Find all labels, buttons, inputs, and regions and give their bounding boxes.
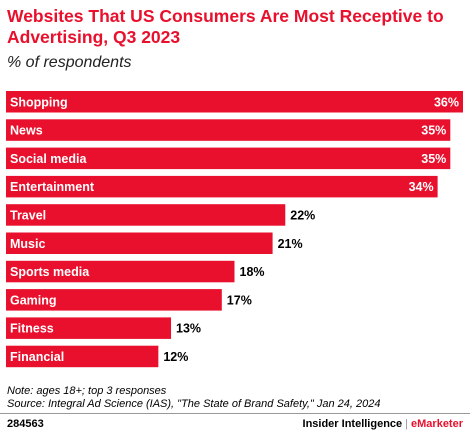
value-label: 13% <box>176 322 201 336</box>
bar-news <box>6 119 451 141</box>
bar-chart: Shopping 36% News 35% Social media 35% Enterta… <box>6 91 463 368</box>
bar-social-media <box>6 147 451 170</box>
brand: Insider Intelligence | eMarketer <box>303 414 463 434</box>
category-label: News <box>10 124 43 138</box>
note-text: Note: ages 18+; top 3 responses <box>7 385 167 397</box>
category-label: Music <box>10 237 45 251</box>
footer: 284563 Insider Intelligence | eMarketer <box>0 413 470 434</box>
chart-notes: Note: ages 18+; top 3 responses Source: … <box>7 385 463 411</box>
value-label: 35% <box>421 124 446 138</box>
category-label: Social media <box>10 152 87 166</box>
value-label: 36% <box>434 95 459 109</box>
category-label: Gaming <box>10 293 57 307</box>
value-label: 22% <box>290 208 315 222</box>
value-label: 35% <box>421 152 446 166</box>
value-label: 21% <box>278 237 303 251</box>
value-label: 17% <box>227 293 252 307</box>
value-label: 12% <box>163 350 188 364</box>
value-label: 18% <box>240 265 265 279</box>
bar-fitness <box>6 317 172 339</box>
category-label: Financial <box>10 350 64 364</box>
category-label: Shopping <box>10 95 68 109</box>
category-label: Sports media <box>10 265 90 279</box>
brand-insider-intelligence: Insider Intelligence <box>302 418 403 430</box>
category-label: Entertainment <box>10 180 95 194</box>
category-label: Fitness <box>10 322 54 336</box>
category-label: Travel <box>10 208 46 222</box>
bar-shopping <box>6 91 463 113</box>
source-text: Source: Integral Ad Science (IAS), "The … <box>7 398 381 410</box>
value-label: 34% <box>409 180 434 194</box>
bar-sports-media <box>6 260 235 283</box>
bar-financial <box>6 345 159 368</box>
chart-id: 284563 <box>7 418 44 430</box>
bar-gaming <box>6 289 222 311</box>
brand-emarketer: eMarketer <box>411 418 463 430</box>
bar-music <box>6 232 273 254</box>
chart-title: Websites That US Consumers Are Most Rece… <box>7 6 444 47</box>
bar-travel <box>6 204 286 226</box>
bar-entertainment <box>6 175 438 198</box>
chart-subtitle: % of respondents <box>7 54 132 71</box>
brand-separator: | <box>405 418 409 430</box>
